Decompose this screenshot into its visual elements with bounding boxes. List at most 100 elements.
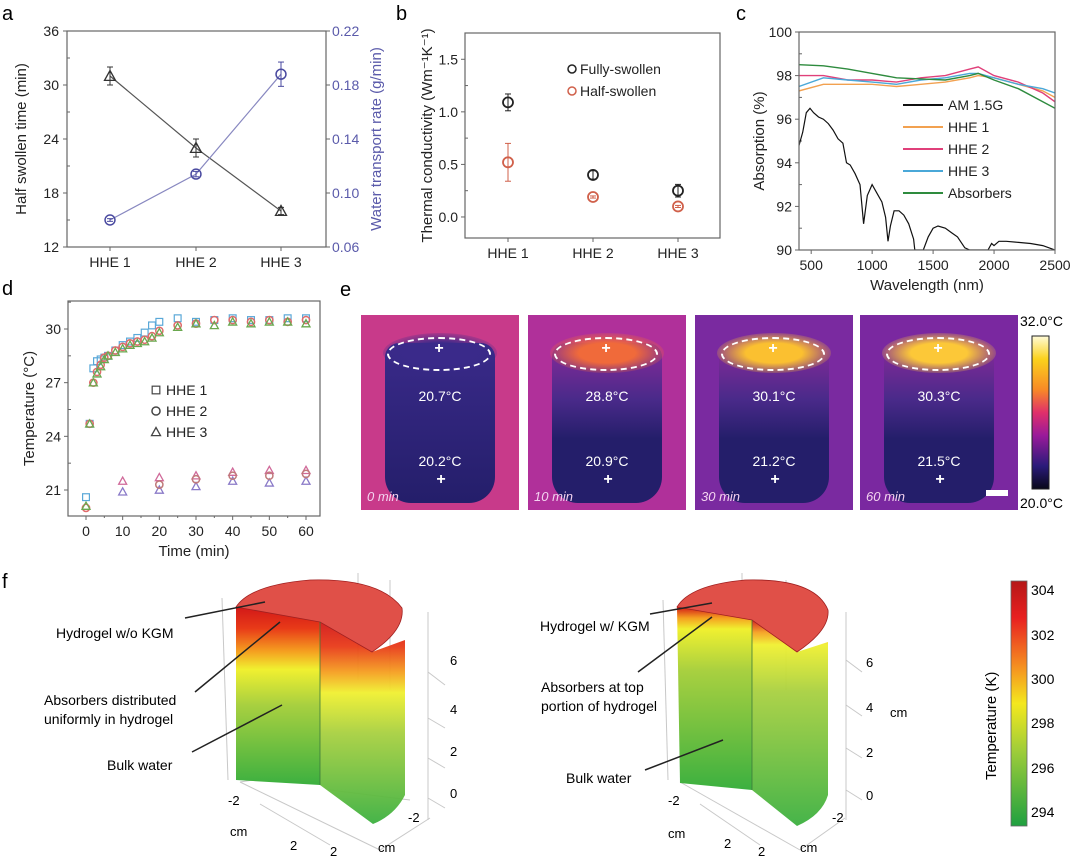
xy-tick: -2 — [832, 810, 844, 825]
x-tick-label: 1000 — [857, 257, 888, 273]
legend-marker — [150, 426, 162, 437]
data-point — [104, 214, 116, 226]
bottom-temperature: 20.2°C — [418, 453, 462, 469]
data-point — [91, 368, 103, 378]
measurement-ellipse — [387, 337, 491, 371]
legend-marker — [567, 64, 577, 74]
data-point — [227, 466, 238, 476]
data-point — [264, 471, 274, 481]
thermal-image-panel: + 30.3°C 21.5°C + 60 min — [860, 315, 1018, 510]
crosshair-icon: + — [601, 340, 611, 357]
x-tick-label: HHE 3 — [260, 254, 301, 270]
crosshair-icon: + — [933, 340, 943, 357]
panel-label-d: d — [2, 278, 13, 300]
data-point — [227, 475, 238, 485]
measurement-ellipse — [554, 337, 658, 371]
colorbar-tick: 296 — [1031, 760, 1055, 776]
z-tick: 4 — [866, 700, 873, 715]
y-tick-label: 30 — [43, 77, 59, 93]
x-tick-label: 60 — [298, 523, 314, 539]
y2-axis-label: Water transport rate (g/min) — [368, 47, 385, 231]
top-temperature: 20.7°C — [418, 388, 462, 404]
y2-tick-label: 0.10 — [332, 185, 359, 201]
y-axis-label: Half swollen time (min) — [13, 63, 30, 215]
plot-frame — [67, 300, 321, 517]
colorbar-max-label: 32.0°C — [1020, 313, 1063, 329]
data-point — [154, 484, 165, 494]
data-point — [301, 315, 311, 325]
x-tick-label: 2500 — [1039, 257, 1070, 273]
simulation-right: Hydrogel w/ KGM Absorbers at top portion… — [540, 573, 907, 858]
label-absorbers-uniform-1: Absorbers distributed — [44, 692, 176, 708]
crosshair-icon: + — [603, 471, 613, 488]
data-point — [155, 317, 164, 326]
plot-frame — [798, 31, 1056, 251]
y2-tick-label: 0.22 — [332, 23, 359, 39]
scale-bar — [986, 490, 1008, 496]
colorbar-tick: 294 — [1031, 804, 1055, 820]
data-point — [587, 169, 599, 181]
data-point — [102, 350, 114, 360]
label-hydrogel-wo-kgm: Hydrogel w/o KGM — [56, 625, 173, 641]
data-point — [672, 184, 684, 197]
data-point — [154, 327, 165, 337]
time-label: 30 min — [701, 489, 741, 504]
y-axis-label: Thermal conductivity (Wm⁻¹K⁻¹) — [419, 28, 436, 242]
thermal-image-panel: + 28.8°C 20.9°C + 10 min — [528, 315, 686, 510]
y2-tick-label: 0.14 — [332, 131, 359, 147]
legend-label: HHE 2 — [166, 403, 207, 419]
label-absorbers-top-1: Absorbers at top — [541, 679, 644, 695]
y-tick-label: 100 — [769, 24, 793, 40]
label-absorbers-top-2: portion of hydrogel — [541, 698, 657, 714]
measurement-ellipse — [721, 337, 825, 371]
bottom-temperature: 21.5°C — [917, 453, 961, 469]
data-point — [300, 318, 312, 328]
data-point — [275, 68, 287, 80]
data-point — [227, 316, 238, 326]
xy-tick: 2 — [330, 844, 337, 858]
data-point — [228, 315, 238, 325]
legend-label: Half-swollen — [580, 83, 656, 99]
y-tick-label: 0.5 — [439, 156, 459, 172]
series-line-hhe-3 — [799, 72, 1055, 94]
simulation-colorbar: 304 302 300 298 296 294 Temperature (K) — [983, 580, 1055, 827]
label-bulk-water-left: Bulk water — [107, 757, 173, 773]
crosshair-icon: + — [768, 340, 778, 357]
thermal-colorbar-gradient — [1031, 335, 1050, 490]
leader-line — [649, 602, 713, 615]
top-temperature: 30.1°C — [752, 388, 796, 404]
data-point — [209, 315, 219, 325]
z-tick: 6 — [450, 653, 457, 668]
data-point — [173, 314, 182, 323]
time-label: 10 min — [534, 489, 574, 504]
panel-label-f: f — [2, 571, 8, 593]
colorbar-tick: 298 — [1031, 715, 1055, 731]
y2-tick-label: 0.18 — [332, 77, 359, 93]
x-tick-label: 1500 — [918, 257, 949, 273]
y-axis-label: Absorption (%) — [751, 91, 768, 190]
y-tick-label: 98 — [776, 68, 792, 84]
legend-label: HHE 1 — [166, 382, 207, 398]
x-tick-label: HHE 1 — [487, 245, 528, 261]
axis-unit: cm — [890, 705, 907, 720]
data-point — [139, 336, 150, 346]
data-point — [300, 464, 312, 475]
data-point — [190, 470, 202, 480]
x-tick-label: 40 — [225, 523, 241, 539]
legend-label: HHE 2 — [948, 141, 989, 157]
y-tick-label: 96 — [776, 111, 792, 127]
data-point — [190, 318, 202, 328]
data-point — [88, 377, 99, 387]
time-label: 0 min — [367, 489, 399, 504]
legend-marker — [567, 86, 577, 96]
axis-unit: cm — [668, 826, 685, 841]
crosshair-icon: + — [770, 471, 780, 488]
legend-marker — [151, 406, 161, 416]
leader-line — [644, 739, 724, 771]
data-point — [173, 321, 183, 330]
cylinder-left-side — [320, 622, 405, 824]
axis-unit: cm — [378, 840, 395, 855]
data-point — [300, 475, 312, 485]
cylinder-right-top — [676, 579, 829, 653]
